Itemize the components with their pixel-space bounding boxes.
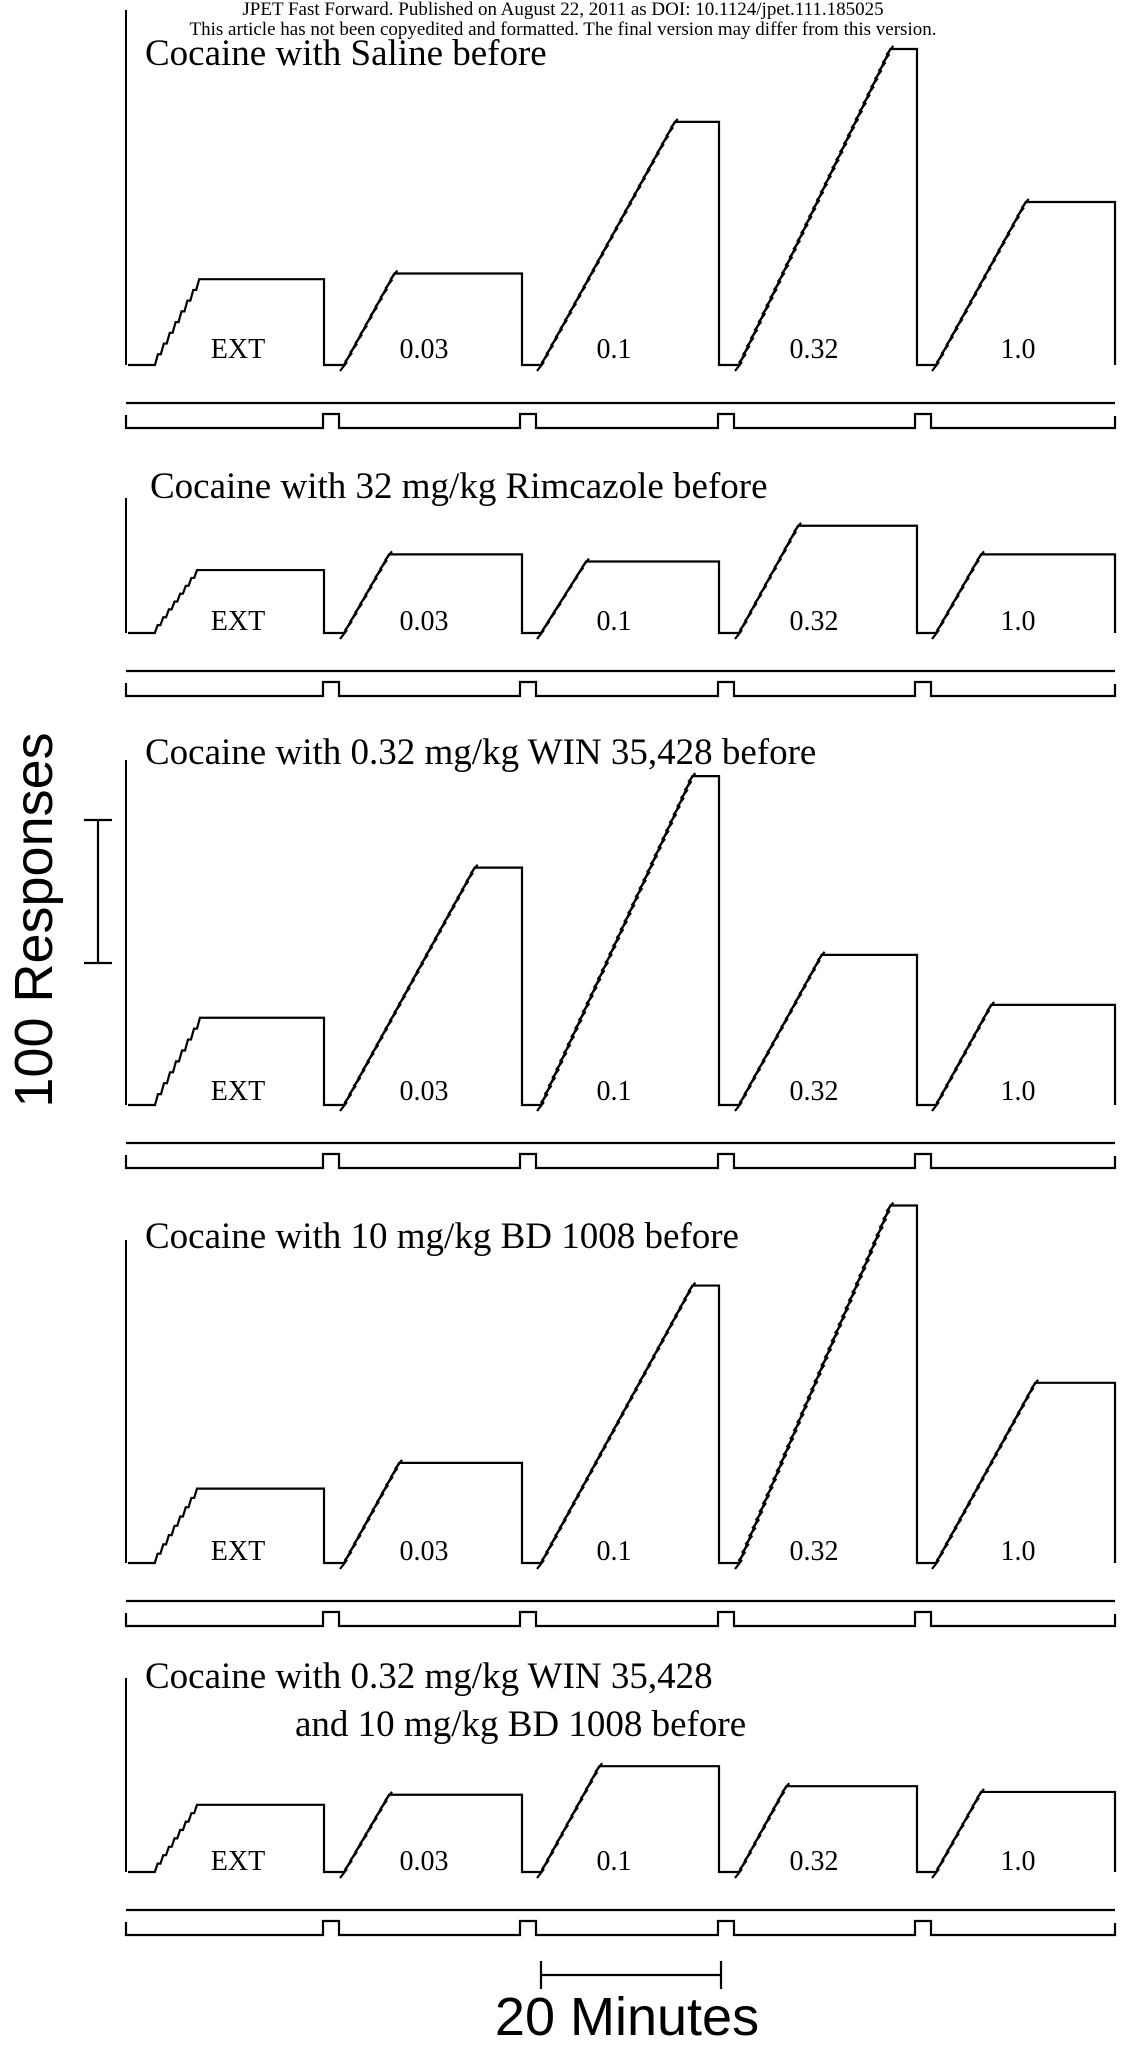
record-panel-1: Cocaine with Saline before EXT 0.03 0.1 0.32… bbox=[124, 10, 1117, 430]
segment-label-EXT: EXT bbox=[211, 1536, 265, 1567]
panel-title: Cocaine with 0.32 mg/kg WIN 35,428 befor… bbox=[145, 732, 816, 773]
cumulative-record-line bbox=[128, 524, 1117, 635]
segment-label-0.03: 0.03 bbox=[400, 1536, 449, 1567]
segment-label-0.1: 0.1 bbox=[597, 1076, 632, 1107]
segment-label-1.0: 1.0 bbox=[1001, 606, 1036, 637]
segment-label-EXT: EXT bbox=[211, 606, 265, 637]
segment-label-0.1: 0.1 bbox=[597, 334, 632, 365]
segment-label-EXT: EXT bbox=[211, 334, 265, 365]
journal-header-line: JPET Fast Forward. Published on August 2… bbox=[242, 0, 884, 20]
event-line-timing bbox=[124, 412, 1117, 430]
copyedit-notice-line: This article has not been copyedited and… bbox=[189, 19, 937, 40]
event-line-timing bbox=[124, 1919, 1117, 1937]
segment-label-1.0: 1.0 bbox=[1001, 1076, 1036, 1107]
segment-label-0.1: 0.1 bbox=[597, 606, 632, 637]
segment-label-0.32: 0.32 bbox=[790, 1846, 839, 1877]
segment-label-0.32: 0.32 bbox=[790, 334, 839, 365]
record-panel-3: Cocaine with 0.32 mg/kg WIN 35,428 befor… bbox=[124, 732, 1117, 1170]
record-panels: Cocaine with Saline before EXT 0.03 0.1 0.32… bbox=[124, 10, 1117, 1937]
panel-title: Cocaine with 32 mg/kg Rimcazole before bbox=[150, 466, 768, 507]
panel-title: Cocaine with 10 mg/kg BD 1008 before bbox=[145, 1216, 739, 1257]
segment-label-0.03: 0.03 bbox=[400, 1846, 449, 1877]
segment-label-0.32: 0.32 bbox=[790, 1536, 839, 1567]
scale-bars: 100 Responses 20 Minutes bbox=[4, 732, 759, 2047]
segment-label-0.03: 0.03 bbox=[400, 606, 449, 637]
event-line-timing bbox=[124, 680, 1117, 698]
segment-label-0.1: 0.1 bbox=[597, 1846, 632, 1877]
segment-label-0.1: 0.1 bbox=[597, 1536, 632, 1567]
segment-label-1.0: 1.0 bbox=[1001, 334, 1036, 365]
segment-label-0.03: 0.03 bbox=[400, 1076, 449, 1107]
event-line-timing bbox=[124, 1610, 1117, 1628]
cumulative-record-line bbox=[128, 775, 1117, 1107]
cumulative-record-line bbox=[128, 1765, 1117, 1874]
segment-label-1.0: 1.0 bbox=[1001, 1846, 1036, 1877]
segment-label-EXT: EXT bbox=[211, 1076, 265, 1107]
record-panel-4: Cocaine with 10 mg/kg BD 1008 before EXT 0… bbox=[124, 1201, 1117, 1628]
y-axis-label: 100 Responses bbox=[4, 732, 64, 1107]
segment-label-1.0: 1.0 bbox=[1001, 1536, 1036, 1567]
record-panel-5: Cocaine with 0.32 mg/kg WIN 35,428 and 10… bbox=[124, 1656, 1117, 1937]
segment-label-EXT: EXT bbox=[211, 1846, 265, 1877]
segment-label-0.32: 0.32 bbox=[790, 1076, 839, 1107]
x-axis-label: 20 Minutes bbox=[495, 1987, 759, 2047]
panel-title-line2: and 10 mg/kg BD 1008 before bbox=[295, 1704, 746, 1745]
segment-label-0.32: 0.32 bbox=[790, 606, 839, 637]
cumulative-record-line bbox=[128, 1204, 1117, 1565]
panel-title: Cocaine with Saline before bbox=[145, 33, 547, 74]
panel-title: Cocaine with 0.32 mg/kg WIN 35,428 bbox=[145, 1656, 713, 1697]
reinforcer-mark bbox=[734, 1559, 743, 1570]
event-line-timing bbox=[124, 1152, 1117, 1170]
record-panel-2: Cocaine with 32 mg/kg Rimcazole before EX… bbox=[124, 466, 1117, 698]
segment-label-0.03: 0.03 bbox=[400, 334, 449, 365]
cumulative-record-line bbox=[128, 47, 1117, 367]
